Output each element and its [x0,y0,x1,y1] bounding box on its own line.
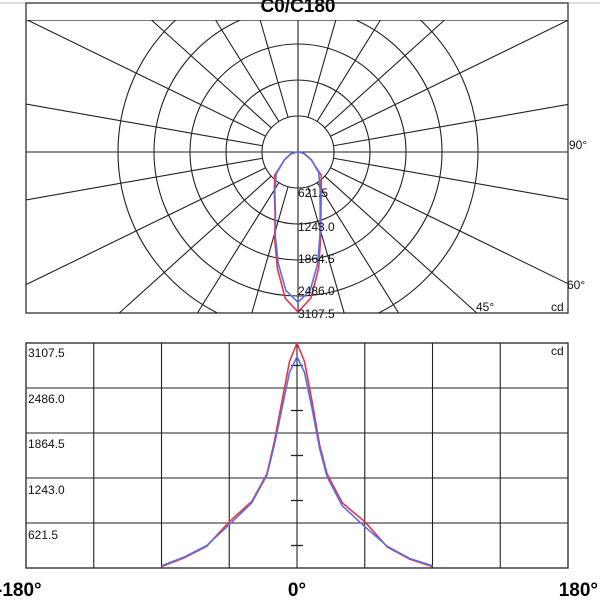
linear-grid [25,342,569,569]
radial-tick-label: 1864.5 [298,252,335,266]
polar-title: C0/C180 [261,0,336,17]
polar-spoke [118,175,272,313]
polar-spoke [324,20,445,129]
angle-label-60: 60° [567,278,585,292]
polar-spoke [151,20,272,129]
linear-curve-c180 [161,355,433,567]
polar-spoke [196,182,280,313]
x-tick-label: 0° [288,580,306,600]
angle-label-45: 45° [476,300,494,314]
linear-diagram: 3107.5 2486.0 1864.5 1243.0 621.5 cd -18… [0,342,598,600]
y-tick-label: 2486.0 [28,392,65,406]
y-tick-label: 1243.0 [28,483,65,497]
linear-curve-c0 [161,342,433,568]
polar-spoke [307,186,345,313]
polar-spoke [26,167,266,286]
polar-spoke [307,20,337,118]
polar-spoke [27,20,266,137]
y-tick-label: 1864.5 [28,437,65,451]
polar-spoke [333,103,568,147]
polar-spoke [330,167,568,285]
radial-tick-label: 621.5 [298,186,328,200]
polar-spoke [251,186,289,313]
x-tick-label: 180° [559,580,598,600]
polar-diagram: C0/C180 621.5 1243.0 1864.5 2486.0 3107.… [0,0,600,321]
linear-unit-label: cd [551,344,564,358]
polar-spoke [215,20,280,122]
linear-curves [161,342,433,568]
radial-tick-label: 3107.5 [298,307,335,321]
polar-frame [25,2,569,314]
polar-curve-c180 [274,151,321,304]
polar-curves [273,151,323,313]
polar-spoke [259,20,289,118]
polar-unit-label: cd [551,300,564,314]
polar-spoke [333,157,568,201]
polar-spoke [324,175,478,313]
radial-tick-label: 1243.0 [298,220,335,234]
polar-spoke [330,20,568,137]
polar-spoke [316,20,381,122]
polar-spoke [26,103,263,147]
y-tick-label: 621.5 [28,528,58,542]
polar-grid [26,20,568,313]
polar-spoke [26,157,263,201]
polar-spoke [316,182,400,313]
y-tick-label: 3107.5 [28,346,65,360]
x-tick-label: -180° [0,580,42,600]
angle-label-90: 90° [569,138,587,152]
radial-tick-label: 2486.0 [298,284,335,298]
